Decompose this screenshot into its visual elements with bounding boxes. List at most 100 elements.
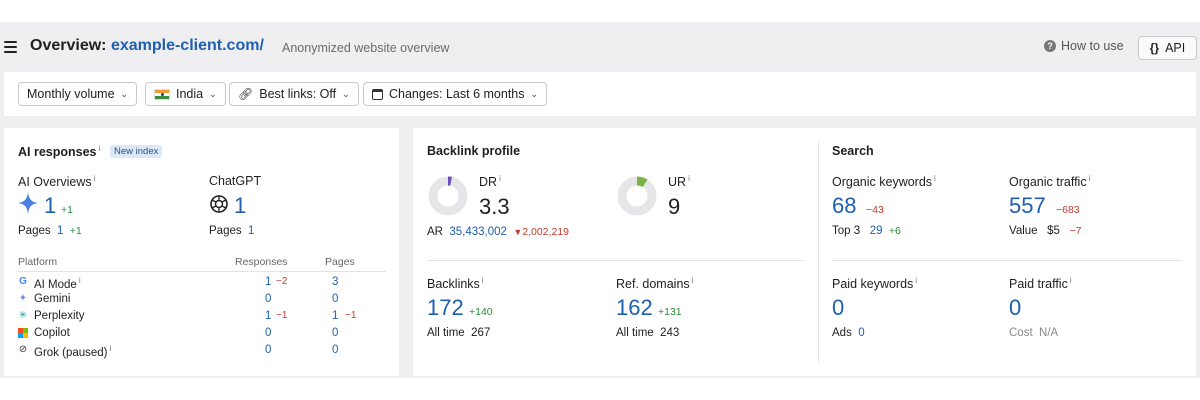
info-icon[interactable]: i: [915, 276, 918, 285]
ads-row: Ads 0: [832, 327, 865, 339]
link-icon: 🔗︎: [238, 87, 254, 101]
help-icon: ?: [1044, 40, 1056, 52]
top3-value[interactable]: 29: [869, 225, 883, 237]
traffic-value-row: Value $5 −7: [1009, 225, 1082, 237]
copilot-icon: [18, 328, 28, 338]
organic-traffic-delta: −683: [1056, 204, 1080, 216]
info-icon[interactable]: i: [98, 144, 101, 153]
responses-value[interactable]: 1: [265, 310, 272, 322]
responses-value[interactable]: 1: [265, 276, 272, 288]
target-domain-link[interactable]: example-client.com/: [110, 37, 264, 54]
metrics-card: Backlink profile DR i 3.3 AR 35,433,002 ▼…: [413, 128, 1196, 376]
ar-delta: ▼2,002,219: [513, 226, 569, 238]
responses-value[interactable]: 0: [265, 344, 272, 356]
ar-value[interactable]: 35,433,002: [449, 226, 507, 238]
paid-keywords-label: Paid keywords i: [832, 276, 918, 292]
new-index-badge: New index: [110, 145, 163, 158]
pages-value[interactable]: 0: [332, 344, 339, 356]
how-to-use-label: How to use: [1061, 39, 1124, 53]
chevron-down-icon: ⌄: [120, 88, 129, 99]
pages-delta: −1: [345, 310, 357, 321]
chatgpt-icon: [209, 194, 229, 219]
table-row: ✳ Perplexity 1 −1 1 −1: [18, 310, 386, 327]
backlink-divider: [427, 260, 803, 261]
info-icon[interactable]: i: [109, 344, 112, 353]
info-icon[interactable]: i: [93, 174, 96, 183]
monthly-volume-dropdown[interactable]: Monthly volume ⌄: [18, 82, 138, 106]
ref-domains-all-time: All time 243: [616, 327, 680, 339]
info-icon[interactable]: i: [78, 276, 81, 285]
chevron-down-icon: ⌄: [209, 88, 217, 99]
ai-overviews-pages-value[interactable]: 1: [57, 225, 64, 237]
changes-period-dropdown[interactable]: Changes: Last 6 months ⌄: [363, 82, 548, 106]
traffic-value-amount: $5: [1047, 225, 1060, 237]
best-links-dropdown[interactable]: 🔗︎ Best links: Off ⌄: [229, 82, 359, 106]
info-icon[interactable]: i: [1069, 276, 1072, 285]
perplexity-icon: ✳: [18, 310, 28, 321]
pages-column-header: Pages: [325, 256, 355, 268]
section-divider: [818, 142, 819, 362]
responses-value[interactable]: 0: [265, 293, 272, 305]
ur-ring-fill: [617, 176, 657, 216]
code-braces-icon: {}: [1149, 41, 1160, 55]
hamburger-menu-icon[interactable]: [4, 41, 17, 53]
info-icon[interactable]: i: [691, 276, 694, 285]
country-label: India: [176, 87, 204, 101]
platform-name: Copilot: [34, 327, 70, 339]
organic-keywords-label: Organic keywords i: [832, 174, 936, 190]
search-title: Search: [832, 144, 874, 158]
pages-value[interactable]: 0: [332, 327, 339, 339]
chatgpt-label: ChatGPT: [209, 174, 262, 188]
cost-row: Cost N/A: [1009, 327, 1059, 339]
responses-column-header: Responses: [235, 256, 288, 268]
ai-overviews-pages-delta: +1: [69, 225, 82, 237]
ref-domains-value[interactable]: 162: [616, 295, 653, 320]
google-icon: G: [19, 276, 27, 287]
ar-row: AR 35,433,002 ▼2,002,219: [427, 226, 569, 238]
backlinks-value[interactable]: 172: [427, 295, 464, 320]
api-button[interactable]: {} API: [1138, 36, 1197, 60]
paid-traffic-value[interactable]: 0: [1009, 295, 1022, 320]
backlinks-delta: +140: [469, 306, 493, 318]
chatgpt-value[interactable]: 1: [234, 193, 247, 218]
chatgpt-pages-value[interactable]: 1: [248, 225, 255, 237]
info-icon[interactable]: i: [1088, 174, 1091, 183]
title-prefix: Overview:: [30, 37, 107, 54]
paid-traffic-label: Paid traffic i: [1009, 276, 1072, 292]
top3-delta: +6: [888, 225, 901, 237]
table-row: ✦ Gemini 0 0: [18, 293, 386, 310]
ads-value[interactable]: 0: [858, 327, 865, 339]
info-icon[interactable]: i: [934, 174, 936, 183]
responses-value[interactable]: 0: [265, 327, 272, 339]
india-flag-icon: [154, 88, 170, 100]
best-links-label: Best links: Off: [259, 87, 337, 101]
dr-value: 3.3: [479, 194, 510, 219]
monthly-volume-label: Monthly volume: [27, 87, 115, 101]
ai-overviews-value[interactable]: 1: [44, 193, 57, 218]
info-icon[interactable]: i: [481, 276, 484, 285]
ai-responses-card: AI responses i New index AI Overviews i 1 …: [4, 128, 399, 376]
backlinks-label: Backlinks i: [427, 276, 484, 292]
organic-traffic-value[interactable]: 557: [1009, 193, 1046, 218]
info-icon[interactable]: i: [688, 174, 690, 183]
info-icon[interactable]: i: [499, 174, 501, 183]
organic-traffic-label: Organic traffic i: [1009, 174, 1091, 190]
how-to-use-link[interactable]: ? How to use: [1044, 39, 1124, 53]
backlink-profile-title: Backlink profile: [427, 144, 521, 158]
traffic-value-delta: −7: [1069, 225, 1082, 237]
table-row: G AI Mode i 1 −2 3: [18, 276, 386, 293]
organic-keywords-value[interactable]: 68: [832, 193, 857, 218]
paid-keywords-value[interactable]: 0: [832, 295, 845, 320]
grok-icon: ⊘: [18, 344, 28, 355]
pages-value[interactable]: 0: [332, 293, 339, 305]
top3-row: Top 3 29 +6: [832, 225, 901, 237]
dr-ring-chart: [428, 176, 468, 216]
pages-value[interactable]: 3: [332, 276, 339, 288]
platform-name: Perplexity: [34, 310, 85, 322]
responses-delta: −2: [276, 276, 288, 287]
page-header: Overview: example-client.com/ Anonymized…: [0, 22, 1200, 72]
changes-label: Changes: Last 6 months: [389, 87, 525, 101]
pages-value[interactable]: 1: [332, 310, 339, 322]
country-dropdown[interactable]: India ⌄: [145, 82, 226, 106]
page-title: Overview: example-client.com/: [30, 37, 264, 55]
